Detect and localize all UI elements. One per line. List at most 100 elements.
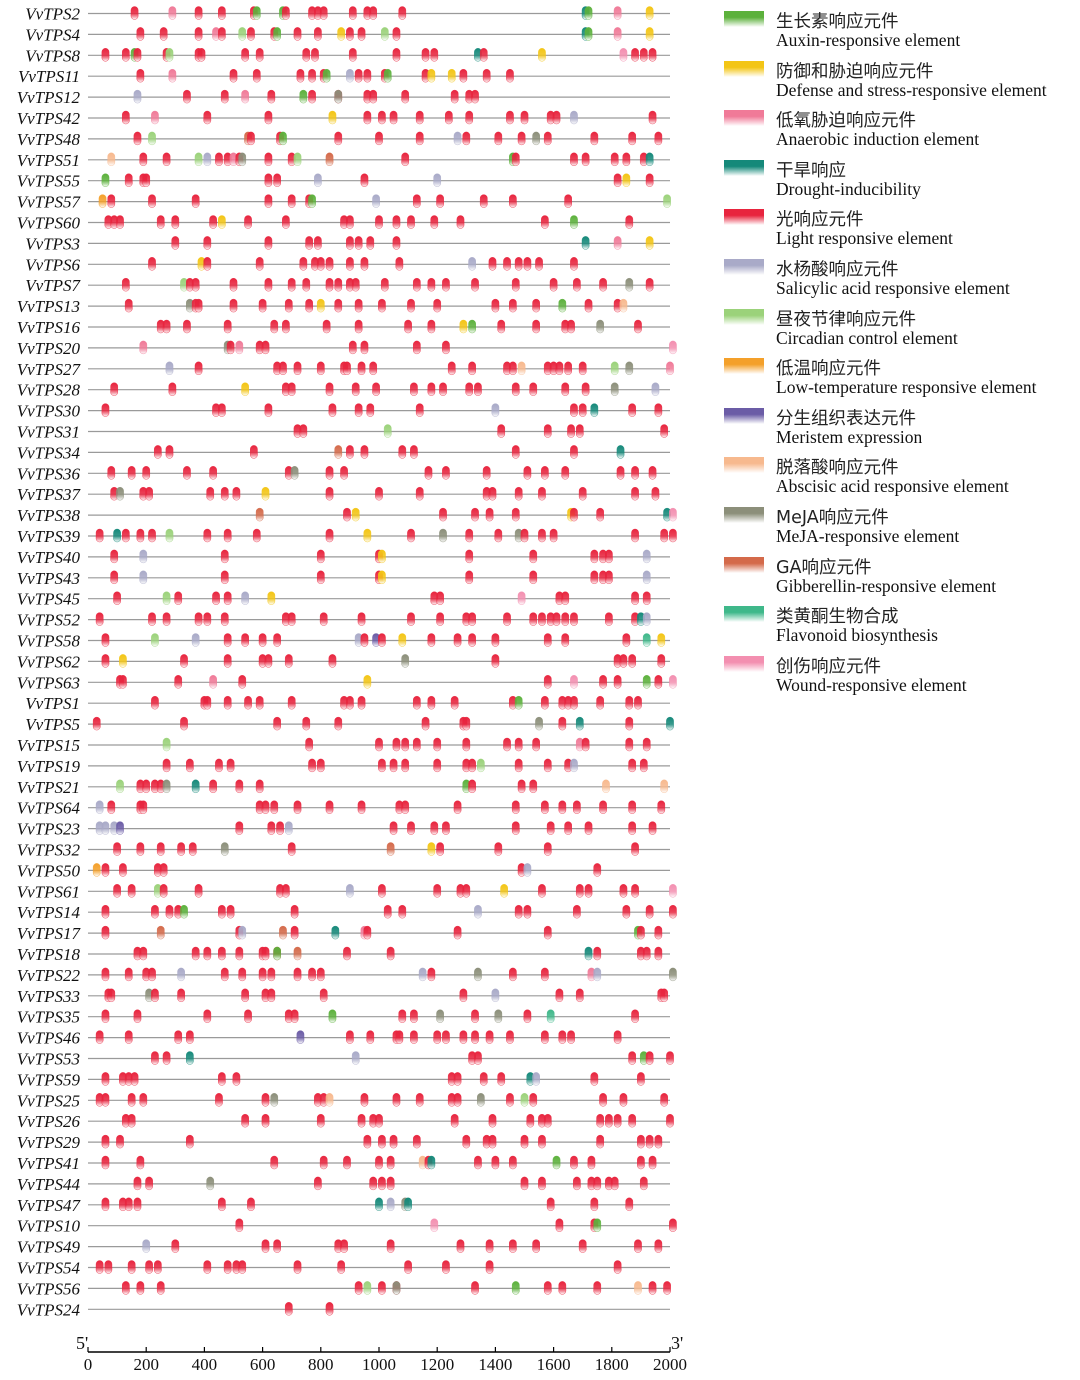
motif-mark bbox=[465, 549, 474, 564]
motif-mark bbox=[538, 612, 546, 626]
motif-mark bbox=[599, 675, 607, 689]
motif-mark bbox=[107, 988, 116, 1002]
motif-mark bbox=[453, 131, 462, 146]
motif-mark bbox=[506, 1093, 514, 1107]
motif-mark bbox=[488, 1113, 497, 1128]
motif-mark bbox=[255, 257, 264, 271]
motif-mark bbox=[255, 779, 264, 793]
motif-mark bbox=[322, 319, 331, 334]
motif-mark bbox=[101, 403, 110, 417]
motif-mark bbox=[561, 591, 570, 605]
motif-mark bbox=[558, 1281, 567, 1295]
gene-row: VvTPS34 bbox=[17, 443, 670, 462]
motif-mark bbox=[479, 1072, 488, 1086]
gene-row: VvTPS62 bbox=[17, 652, 670, 671]
motif-mark bbox=[511, 445, 520, 459]
motif-mark bbox=[523, 257, 532, 271]
motif-mark bbox=[628, 800, 636, 814]
motif-mark bbox=[325, 466, 334, 480]
motif-mark bbox=[605, 549, 613, 564]
motif-mark bbox=[162, 152, 171, 167]
motif-mark bbox=[255, 696, 264, 710]
motif-mark bbox=[378, 570, 386, 584]
motif-mark bbox=[567, 319, 575, 334]
gene-label: VvTPS6 bbox=[25, 255, 80, 274]
gene-label: VvTPS15 bbox=[17, 736, 80, 755]
motif-mark bbox=[389, 110, 398, 125]
motif-mark bbox=[549, 278, 558, 292]
motif-mark bbox=[290, 466, 299, 480]
motif-mark bbox=[541, 215, 549, 229]
motif-mark bbox=[436, 591, 444, 605]
motif-mark bbox=[223, 633, 232, 647]
gene-row: VvTPS28 bbox=[17, 381, 670, 400]
motif-mark bbox=[267, 89, 276, 104]
motif-mark bbox=[235, 340, 244, 355]
motif-mark bbox=[133, 131, 142, 146]
motif-mark bbox=[372, 382, 380, 396]
legend-label-zh: 光响应元件 bbox=[776, 210, 864, 231]
motif-mark bbox=[529, 612, 538, 626]
motif-mark bbox=[494, 528, 503, 543]
motif-mark bbox=[517, 361, 526, 375]
motif-mark bbox=[375, 487, 383, 501]
motif-mark bbox=[270, 1155, 279, 1170]
motif-mark bbox=[575, 424, 584, 438]
motif-mark bbox=[308, 68, 316, 83]
motif-mark bbox=[645, 27, 654, 41]
motif-mark bbox=[378, 884, 386, 898]
motif-mark bbox=[543, 842, 552, 856]
motif-mark bbox=[95, 800, 104, 814]
motif-mark bbox=[299, 89, 308, 104]
motif-mark bbox=[657, 633, 666, 647]
five-prime-label: 5' bbox=[76, 1333, 88, 1353]
motif-mark bbox=[229, 68, 238, 83]
motif-mark bbox=[503, 612, 511, 626]
motif-mark bbox=[325, 152, 334, 167]
legend-item: 分生组织表达元件 Meristem expression bbox=[724, 405, 1080, 455]
motif-mark bbox=[546, 1197, 555, 1212]
motif-mark bbox=[101, 173, 110, 187]
motif-mark bbox=[581, 382, 590, 396]
motif-mark bbox=[223, 1260, 232, 1274]
motif-mark bbox=[375, 737, 383, 752]
motif-mark bbox=[357, 27, 366, 41]
motif-mark bbox=[223, 591, 232, 605]
motif-mark bbox=[529, 1093, 538, 1107]
motif-mark bbox=[148, 257, 156, 271]
motif-mark bbox=[165, 445, 174, 459]
motif-mark bbox=[191, 633, 200, 647]
motif-mark bbox=[413, 194, 421, 208]
legend-label-en: Low-temperature responsive element bbox=[776, 377, 1037, 398]
motif-mark bbox=[541, 696, 549, 710]
motif-mark bbox=[290, 1009, 299, 1023]
gene-label: VvTPS33 bbox=[17, 987, 80, 1006]
motif-mark bbox=[284, 1302, 293, 1316]
legend-label-en: Defense and stress-responsive element bbox=[776, 79, 1047, 100]
motif-mark bbox=[346, 1030, 354, 1044]
motif-mark bbox=[610, 152, 619, 167]
motif-mark bbox=[648, 1155, 657, 1170]
motif-mark bbox=[427, 696, 436, 710]
gene-row: VvTPS27 bbox=[17, 360, 674, 379]
motif-mark bbox=[401, 758, 409, 773]
motif-mark bbox=[593, 1218, 602, 1232]
motif-mark bbox=[651, 487, 660, 501]
motif-mark bbox=[488, 257, 497, 271]
motif-mark bbox=[628, 1113, 636, 1128]
motif-mark bbox=[378, 758, 386, 773]
motif-mark bbox=[517, 131, 526, 146]
motif-mark bbox=[427, 1155, 436, 1170]
motif-mark bbox=[142, 173, 151, 187]
motif-mark bbox=[127, 1113, 136, 1128]
motif-mark bbox=[590, 131, 599, 146]
motif-mark bbox=[523, 1009, 532, 1023]
gene-row: VvTPS3 bbox=[25, 234, 670, 253]
x-tick-label: 1200 bbox=[420, 1355, 454, 1374]
motif-mark bbox=[159, 884, 168, 898]
x-tick-label: 1600 bbox=[537, 1355, 571, 1374]
motif-mark bbox=[497, 319, 506, 334]
motif-mark bbox=[203, 110, 212, 125]
motif-mark bbox=[261, 946, 270, 961]
motif-mark bbox=[590, 549, 599, 564]
